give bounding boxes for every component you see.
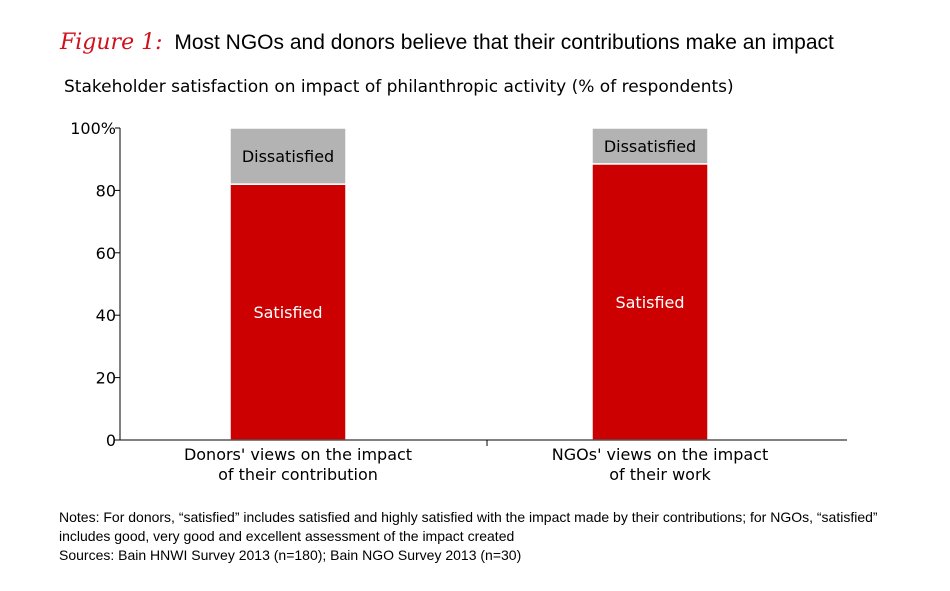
y-tick-label: 60	[96, 244, 116, 263]
notes-line-2: includes good, very good and excellent a…	[59, 528, 515, 544]
x-category-label-1: of their contribution	[218, 465, 378, 484]
y-tick-label: 100%	[70, 119, 116, 138]
bar-dissatisfied-2	[591, 127, 709, 165]
figure-title: Most NGOs and donors believe that their …	[174, 31, 834, 54]
stacked-bar-chart: Satisfied Dissatisfied Satisfied Dissatisfi…	[70, 119, 847, 484]
x-category-label-2: of their work	[609, 465, 711, 484]
bar-label-satisfied-1: Satisfied	[253, 303, 322, 322]
y-tick-label: 40	[96, 306, 116, 325]
y-tick-label: 0	[106, 431, 116, 450]
notes-block: Notes: For donors, “satisfied” includes …	[59, 508, 939, 565]
y-tick-label: 20	[96, 369, 116, 388]
bar-label-dissatisfied-1: Dissatisfied	[242, 147, 334, 166]
bar-satisfied-2	[591, 163, 709, 441]
x-category-label-2: NGOs' views on the impact	[552, 445, 768, 464]
y-tick-label: 80	[96, 181, 116, 200]
bar-dissatisfied-1	[229, 127, 347, 185]
bar-label-satisfied-2: Satisfied	[615, 293, 684, 312]
notes-line-1: Notes: For donors, “satisfied” includes …	[59, 509, 878, 525]
figure-header: Figure 1: Most NGOs and donors believe t…	[60, 30, 834, 55]
x-category-label-1: Donors' views on the impact	[184, 445, 412, 464]
figure-label: Figure 1:	[60, 30, 163, 55]
chart-title: Stakeholder satisfaction on impact of ph…	[64, 77, 734, 97]
sources-line: Sources: Bain HNWI Survey 2013 (n=180); …	[59, 547, 522, 563]
bar-label-dissatisfied-2: Dissatisfied	[604, 137, 696, 156]
